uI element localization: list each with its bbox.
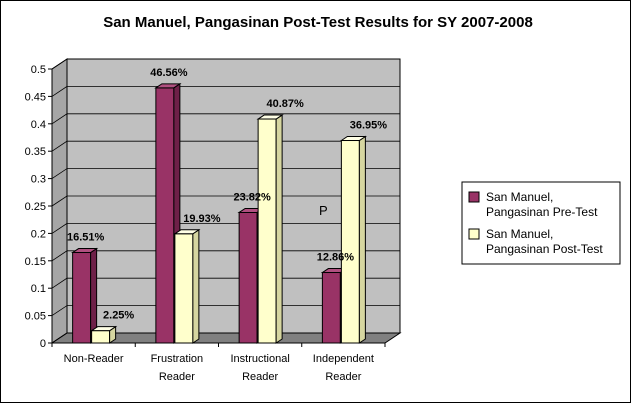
bar-top: [173, 229, 201, 235]
bar-front: [321, 272, 341, 344]
data-label: 19.93%: [183, 213, 221, 225]
gridline: [51, 305, 400, 316]
bar-side: [192, 228, 200, 344]
legend-box: [461, 181, 621, 265]
y-axis: 0 0.05 0.1 0.15 0.2 0.25 0.3 0.35 0.4 0.45 0.5: [25, 64, 53, 350]
legend-label: San Manuel, Pangasinan Post-Test: [486, 227, 603, 256]
y-tick-label: 0.05: [25, 311, 46, 323]
y-tick-label: 0.4: [31, 119, 46, 131]
gridline: [51, 58, 400, 70]
bar: [89, 325, 118, 344]
y-tick-label: 0: [40, 338, 46, 350]
x-tick-label: Independent Reader: [313, 353, 374, 383]
data-label: 40.87%: [266, 98, 304, 110]
bar-top: [339, 136, 368, 142]
bar: [70, 247, 99, 344]
gridline: [51, 113, 400, 125]
y-tick-label: 0.2: [31, 228, 46, 240]
bar-front: [340, 140, 360, 344]
x-tick-label: Non-Reader: [64, 353, 124, 365]
x-axis: Non-Reader Frustration Reader Instructional…: [51, 342, 386, 383]
y-tick-label: 0.3: [31, 174, 46, 186]
bar-top: [154, 83, 182, 89]
y-tick-label: 0.35: [25, 146, 46, 158]
data-label: 12.86%: [317, 252, 355, 264]
gridline: [51, 250, 400, 262]
bar-side: [358, 135, 366, 344]
bar-top: [256, 114, 284, 120]
bar-top: [70, 248, 99, 254]
data-label: 23.82%: [233, 191, 271, 203]
bar-side: [275, 114, 283, 344]
chart-title: San Manuel, Pangasinan Post-Test Results…: [103, 14, 533, 31]
bars: [70, 82, 368, 344]
gridlines: [51, 58, 400, 344]
legend-swatch: [468, 228, 480, 240]
x-tick-label: Instructional Reader: [230, 353, 289, 383]
gridline: [51, 168, 400, 179]
bar-front: [72, 252, 92, 344]
data-label: 36.95%: [350, 120, 388, 132]
legend-swatch: [468, 191, 480, 203]
gridline: [51, 277, 400, 289]
annotation-text: P: [319, 203, 328, 218]
bar-front: [257, 118, 277, 344]
data-label: 2.25%: [103, 310, 134, 322]
gridline: [51, 222, 400, 234]
bar: [256, 114, 284, 344]
data-labels: 16.51% 2.25% 46.56% 19.93% 23.82% 40.87% 12.86…: [67, 67, 387, 322]
bar: [173, 228, 201, 344]
data-label: 16.51%: [67, 232, 105, 244]
bar-front: [155, 87, 175, 344]
legend: San Manuel, Pangasinan Pre-Test San Manuel…: [461, 181, 621, 265]
y-tick-label: 0.45: [25, 91, 46, 103]
gridline: [51, 195, 400, 207]
gridline: [51, 140, 400, 152]
y-tick-label: 0.5: [31, 64, 46, 76]
gridline: [51, 332, 400, 344]
y-tick-label: 0.25: [25, 201, 46, 213]
bar-front: [174, 233, 194, 344]
y-tick-label: 0.15: [25, 256, 46, 268]
bar-front: [238, 211, 258, 344]
legend-label: San Manuel, Pangasinan Pre-Test: [486, 190, 598, 219]
bar-front: [91, 330, 111, 344]
bar-top: [89, 326, 118, 332]
gridline: [51, 86, 400, 97]
bar: [339, 135, 368, 344]
data-label: 46.56%: [150, 67, 188, 79]
x-tick-label: Frustration Reader: [151, 353, 204, 383]
y-tick-label: 0.1: [31, 283, 46, 295]
